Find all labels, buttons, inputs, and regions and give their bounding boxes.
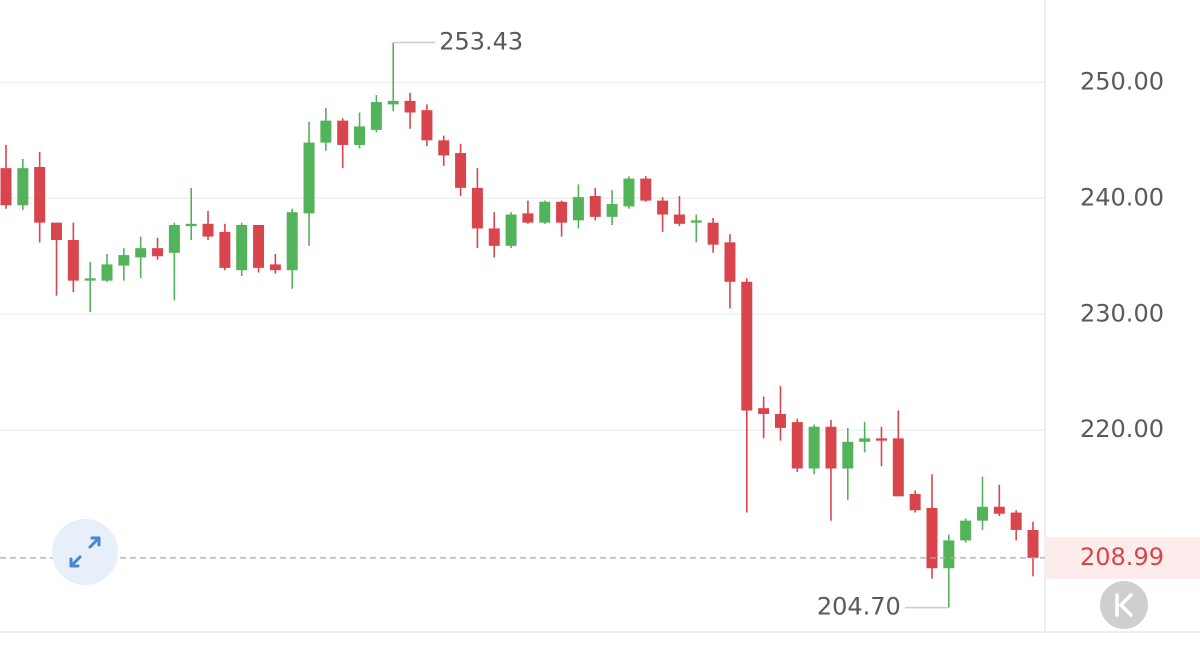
candle-body [337, 120, 349, 145]
candle-body [673, 214, 685, 224]
candle-body [707, 222, 719, 245]
candle-body [488, 228, 500, 246]
scroll-latest-button[interactable] [1100, 581, 1148, 629]
candle-body [539, 201, 551, 223]
candle-body [269, 264, 281, 271]
candle-body [943, 540, 955, 569]
candle-body [505, 214, 517, 246]
candle-body [0, 168, 12, 206]
candle-body [657, 200, 669, 215]
candle-body [286, 212, 298, 271]
min-label: 204.70 [817, 593, 901, 621]
last-price-badge [1045, 536, 1200, 579]
candle-body [758, 408, 770, 414]
y-tick-label: 250.00 [1080, 67, 1164, 95]
candle-body [135, 248, 147, 258]
candle-body [1027, 529, 1039, 558]
candle-body [606, 204, 618, 217]
candle-body [84, 278, 96, 281]
candle-body [859, 438, 871, 442]
candle-body [17, 168, 29, 206]
candle-body [741, 281, 753, 411]
candle-body [34, 166, 46, 223]
candle-body [993, 506, 1005, 514]
candle-body [556, 201, 568, 223]
candle-body [522, 213, 534, 223]
candle-body [421, 110, 433, 141]
candle-body [101, 264, 113, 281]
candle-body [926, 507, 938, 569]
candle-body [976, 506, 988, 521]
candle-body [690, 220, 702, 223]
candle-body [774, 413, 786, 428]
candle-body [724, 242, 736, 282]
candles [0, 42, 1039, 608]
candle-body [303, 142, 315, 214]
candle-body [168, 224, 180, 253]
candle-body [67, 240, 79, 281]
candle-body [118, 255, 130, 266]
y-tick-label: 220.00 [1080, 415, 1164, 443]
last-price-label: 208.99 [1080, 543, 1164, 571]
candle-body [354, 126, 366, 145]
candle-body [387, 100, 399, 105]
candle-body [51, 222, 63, 241]
candle-body [185, 223, 197, 227]
candle-body [438, 140, 450, 156]
candle-body [825, 426, 837, 469]
candle-body [623, 178, 635, 207]
expand-button[interactable] [52, 519, 118, 585]
candle-body [236, 224, 248, 271]
y-tick-label: 240.00 [1080, 183, 1164, 211]
candle-body [471, 187, 483, 229]
candle-body [875, 438, 887, 441]
candle-body [1010, 512, 1022, 530]
candle-body [572, 197, 584, 221]
candle-body [589, 195, 601, 217]
candle-body [808, 426, 820, 469]
candle-body [791, 422, 803, 469]
candle-body [320, 120, 332, 143]
candle-body [202, 223, 214, 237]
candle-body [152, 248, 164, 257]
max-label: 253.43 [439, 28, 523, 56]
candle-body [640, 178, 652, 201]
candle-body [404, 100, 416, 113]
candle-body [455, 153, 467, 188]
candle-body [960, 520, 972, 541]
candle-body [253, 224, 265, 268]
candle-body [370, 102, 382, 130]
grid [0, 81, 1045, 431]
y-tick-label: 230.00 [1080, 299, 1164, 327]
candle-body [219, 231, 231, 268]
candle-body [909, 494, 921, 511]
candle-body [892, 438, 904, 497]
candle-body [842, 441, 854, 469]
labels: 220.00 230.00 240.00 250.00 253.43 204.70 208.… [0, 28, 1200, 621]
